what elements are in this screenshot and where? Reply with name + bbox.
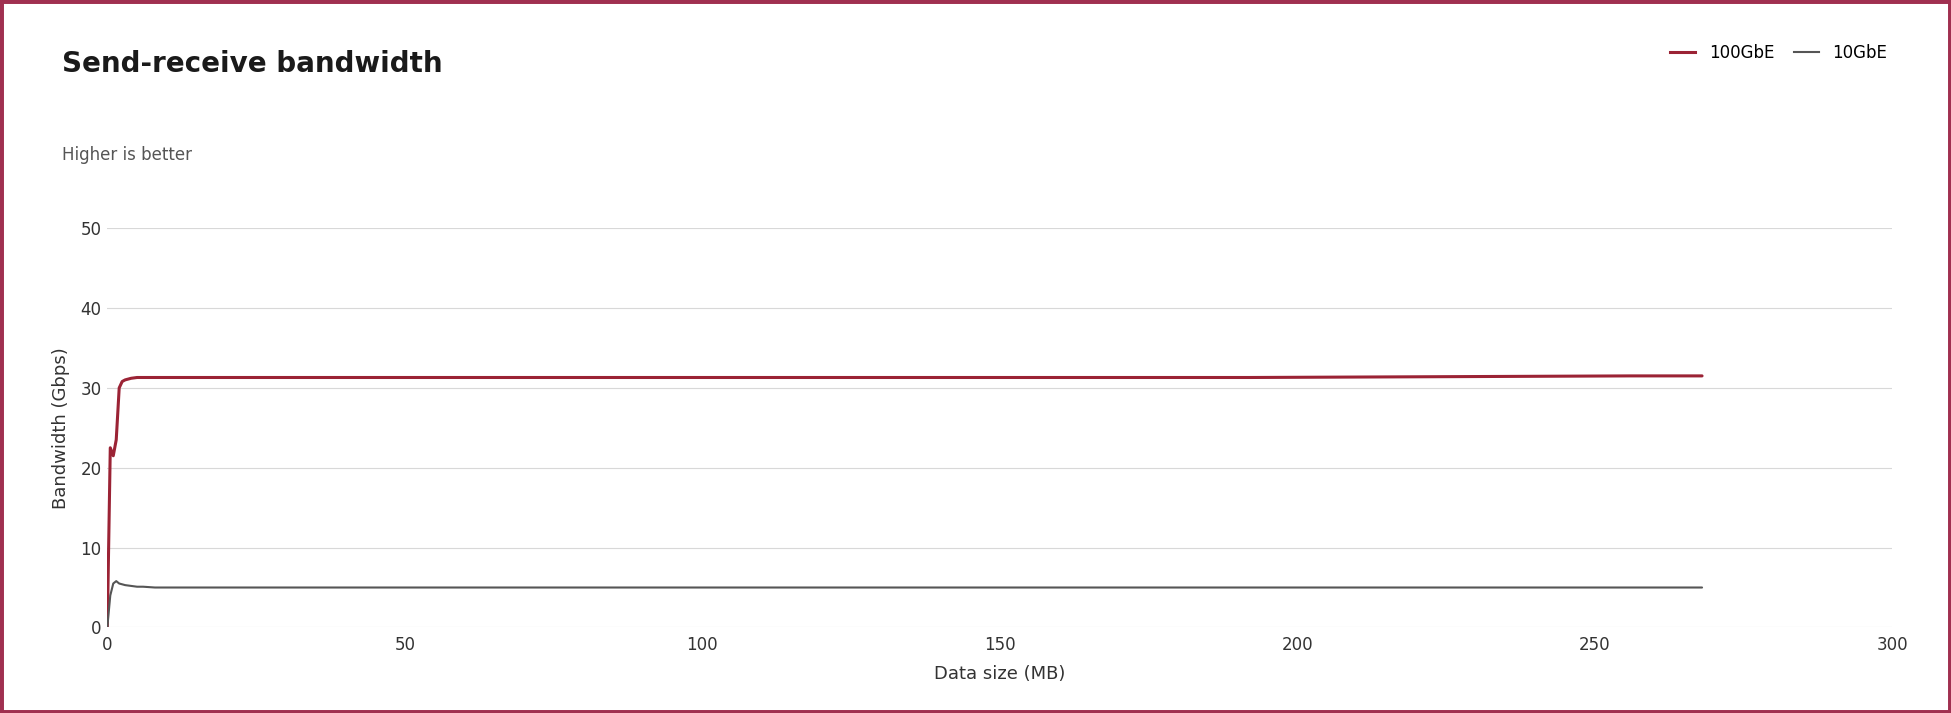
100GbE (111, 377, 135, 386)
10GbE (1619, 583, 1643, 592)
10GbE (476, 583, 499, 592)
Line: 10GbE: 10GbE (107, 581, 1701, 627)
100GbE (107, 384, 131, 392)
10GbE (1239, 583, 1262, 592)
10GbE (1690, 583, 1713, 592)
10GbE (107, 579, 131, 588)
10GbE (856, 583, 880, 592)
10GbE (142, 583, 166, 592)
100GbE (476, 373, 499, 381)
100GbE (287, 373, 310, 381)
100GbE (142, 373, 166, 381)
10GbE (131, 583, 154, 591)
Line: 100GbE: 100GbE (107, 376, 1701, 627)
10GbE (156, 583, 179, 592)
100GbE (96, 623, 119, 632)
10GbE (101, 579, 125, 588)
100GbE (394, 373, 418, 381)
100GbE (101, 451, 125, 460)
10GbE (191, 583, 215, 592)
10GbE (119, 582, 142, 590)
100GbE (156, 373, 179, 381)
100GbE (125, 373, 148, 381)
10GbE (287, 583, 310, 592)
100GbE (1239, 373, 1262, 381)
100GbE (131, 373, 154, 381)
100GbE (856, 373, 880, 381)
100GbE (1690, 371, 1713, 380)
10GbE (394, 583, 418, 592)
100GbE (191, 373, 215, 381)
100GbE (105, 436, 129, 444)
100GbE (119, 374, 142, 383)
Text: Higher is better: Higher is better (62, 146, 193, 164)
Text: Send-receive bandwidth: Send-receive bandwidth (62, 50, 443, 78)
Y-axis label: Bandwidth (Gbps): Bandwidth (Gbps) (51, 347, 70, 508)
10GbE (100, 591, 123, 600)
10GbE (113, 581, 137, 590)
10GbE (96, 623, 119, 632)
10GbE (105, 577, 129, 585)
100GbE (100, 443, 123, 452)
100GbE (113, 376, 137, 384)
Legend: 100GbE, 10GbE: 100GbE, 10GbE (1664, 37, 1894, 68)
10GbE (125, 583, 148, 591)
100GbE (1619, 371, 1643, 380)
X-axis label: Data size (MB): Data size (MB) (935, 665, 1065, 683)
